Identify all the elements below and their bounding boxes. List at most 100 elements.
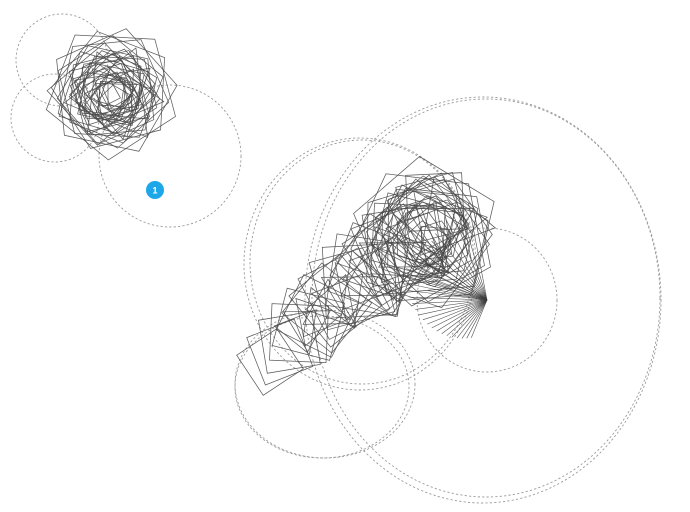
fan-line (441, 299, 488, 334)
large-triangle (302, 278, 356, 325)
small-square (69, 52, 157, 136)
large-triangle (420, 176, 497, 256)
small-triangle (86, 51, 165, 136)
large-triangle (302, 286, 351, 338)
small-triangle (79, 55, 150, 120)
fan-line (468, 202, 488, 301)
fan-line (436, 299, 488, 332)
large-triangle (273, 309, 317, 355)
large-triangle (348, 237, 410, 303)
large-triangle (378, 204, 451, 268)
fan-line (435, 233, 488, 301)
fan-line (459, 207, 488, 301)
large-square (281, 262, 373, 354)
small-polygon-cluster (10, 13, 242, 228)
large-square (275, 273, 360, 358)
fan-line (471, 299, 488, 338)
guide-circle-large-lower-a (234, 309, 416, 459)
large-core-pentagon (387, 178, 493, 290)
small-rotating-polygons (45, 28, 178, 161)
fan-line (440, 226, 488, 301)
large-square (334, 206, 440, 312)
large-guide-circles (234, 96, 662, 504)
large-triangle (295, 297, 343, 347)
large-core-pentagon (393, 207, 472, 285)
large-square (271, 287, 346, 361)
large-square (236, 328, 304, 396)
small-triangle (63, 47, 149, 138)
fan-line (452, 213, 488, 301)
large-polygon-cluster (234, 96, 662, 504)
large-square (395, 171, 468, 245)
large-triangle (310, 273, 364, 329)
large-core-pentagon (350, 173, 485, 307)
large-core-pentagon (370, 188, 469, 285)
fan-line (415, 299, 488, 310)
fan-line (406, 275, 488, 301)
large-core-pentagon (366, 181, 489, 302)
fan-line (426, 255, 488, 301)
fan-line (424, 277, 488, 301)
small-triangle (94, 67, 144, 116)
large-square (269, 303, 329, 363)
large-core-pentagon (366, 178, 490, 309)
fan-line (425, 284, 488, 301)
fan-line (407, 290, 488, 301)
fan-line (431, 240, 488, 301)
small-triangle (95, 76, 131, 111)
large-core-pentagon (411, 225, 453, 267)
guide-circle-large-outer-b (311, 98, 661, 498)
small-square (93, 80, 121, 108)
fan-line (456, 299, 488, 339)
small-pentagon (45, 34, 176, 161)
small-triangle (94, 83, 138, 121)
large-triangle (304, 273, 357, 328)
small-guide-circles (10, 13, 242, 228)
fan-line (418, 299, 488, 316)
large-triangle (374, 226, 440, 295)
fan-line (466, 299, 488, 339)
large-fan-lines (406, 202, 488, 339)
fan-line (409, 296, 488, 301)
step-number-badge: 1 (146, 181, 164, 199)
fan-line (445, 219, 488, 301)
large-core-pentagon (375, 187, 491, 303)
guide-circle-large-inner (416, 227, 558, 373)
fan-line (427, 290, 488, 301)
large-triangle (282, 310, 331, 353)
fan-line (406, 283, 488, 301)
fan-line (406, 268, 488, 301)
guide-circle-small-right (98, 84, 242, 228)
large-triangle (341, 237, 403, 301)
small-square (79, 71, 126, 117)
guide-circle-large-lower-b (234, 315, 410, 459)
fan-line (461, 299, 488, 339)
large-core-pentagon (397, 212, 449, 267)
large-square (405, 172, 465, 232)
fan-line (451, 299, 488, 338)
fan-line (424, 270, 488, 301)
large-core-pentagon (400, 220, 448, 268)
small-triangle (74, 67, 151, 141)
guide-circle-large-mid-b (249, 139, 475, 385)
badge-circle (146, 181, 164, 199)
fan-line (412, 299, 488, 304)
small-triangle (83, 68, 135, 126)
guide-circle-large-mid-a (243, 137, 477, 391)
fan-line (431, 299, 488, 329)
large-square (321, 243, 398, 319)
fan-line (422, 299, 488, 320)
large-core-pentagon (353, 156, 495, 295)
badge-label: 1 (152, 186, 157, 196)
large-square (258, 310, 321, 374)
small-triangle (92, 68, 153, 131)
guide-circle-small-left (10, 73, 100, 163)
small-pentagon (50, 30, 165, 149)
small-triangle (107, 81, 133, 111)
fan-line (427, 299, 488, 325)
guide-circle-large-outer-a (304, 96, 662, 504)
large-triangle (396, 207, 475, 276)
large-triangle (340, 241, 404, 297)
